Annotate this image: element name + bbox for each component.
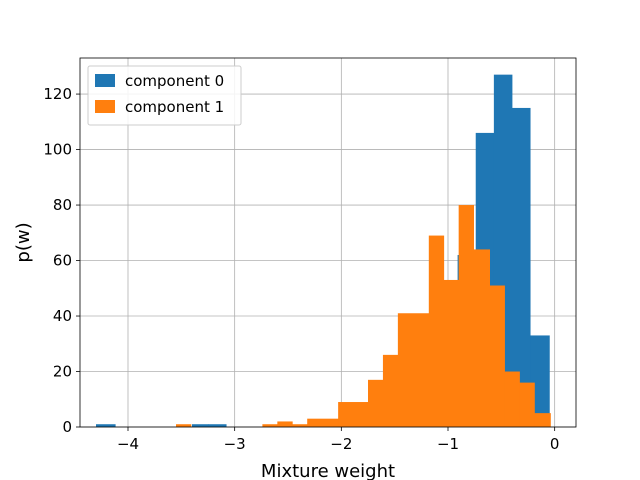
y-tick-label: 40 <box>53 307 72 325</box>
bar-component-1 <box>397 313 430 427</box>
x-axis-label: Mixture weight <box>261 461 395 480</box>
y-tick-label: 100 <box>43 141 72 159</box>
bar-component-0 <box>96 424 116 427</box>
bar-component-0 <box>530 335 550 427</box>
bar-component-1 <box>382 354 399 427</box>
axis-ticks: −4 −3 −2 −1 0 0 20 40 60 80 100 120 <box>43 85 559 453</box>
legend-box <box>87 65 242 126</box>
legend-label-component-0: component 0 <box>125 72 224 90</box>
histogram-bars <box>96 74 551 428</box>
bar-component-1 <box>368 379 384 427</box>
bar-component-1 <box>504 371 520 427</box>
bar-component-1 <box>262 424 278 427</box>
y-tick-label: 60 <box>53 252 72 270</box>
y-tick-label: 120 <box>43 85 72 103</box>
bar-component-0 <box>192 424 209 427</box>
bar-component-1 <box>458 205 474 427</box>
x-tick-label: −3 <box>224 435 246 453</box>
bar-component-1 <box>307 418 339 427</box>
bar-component-1 <box>534 413 551 427</box>
bar-component-1 <box>176 424 192 427</box>
legend: component 0 component 1 <box>87 65 242 126</box>
y-tick-label: 0 <box>62 418 72 436</box>
bar-component-1 <box>292 424 308 427</box>
bar-component-1 <box>473 249 490 427</box>
bar-component-1 <box>519 382 535 427</box>
bar-component-0 <box>512 107 531 427</box>
legend-swatch-component-1 <box>95 100 115 113</box>
y-tick-label: 80 <box>53 196 72 214</box>
x-tick-label: −2 <box>330 435 352 453</box>
bar-component-1 <box>338 402 369 427</box>
x-tick-label: −4 <box>117 435 139 453</box>
legend-swatch-component-0 <box>95 74 115 87</box>
y-tick-label: 20 <box>53 363 72 381</box>
bar-component-1 <box>489 285 505 427</box>
x-tick-label: 0 <box>550 435 560 453</box>
legend-label-component-1: component 1 <box>125 98 224 116</box>
bar-component-1 <box>428 235 445 427</box>
y-axis-label: p(w) <box>13 222 34 262</box>
bar-component-1 <box>277 421 293 427</box>
x-tick-label: −1 <box>437 435 459 453</box>
bar-component-1 <box>443 279 460 427</box>
plot-frame <box>79 57 577 428</box>
bar-component-0 <box>208 424 227 427</box>
